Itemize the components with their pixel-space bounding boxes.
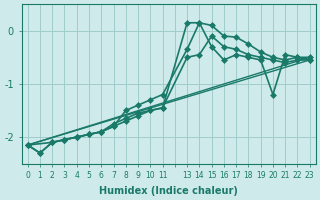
X-axis label: Humidex (Indice chaleur): Humidex (Indice chaleur) bbox=[99, 186, 238, 196]
